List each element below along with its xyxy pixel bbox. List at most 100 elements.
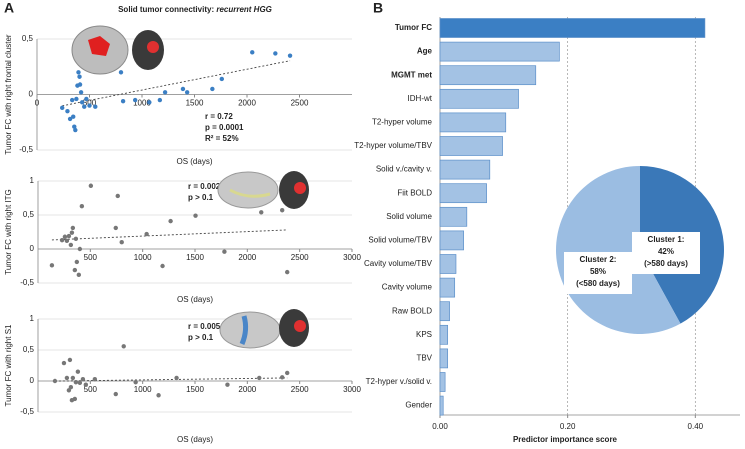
pie-sublabel: (>580 days) (644, 259, 688, 268)
point (49, 263, 55, 268)
x-tick-label: 1000 (134, 385, 152, 394)
annotation: p > 0.1 (188, 333, 214, 342)
point (279, 208, 285, 213)
point (184, 90, 190, 95)
x-tick-label: 3000 (343, 253, 361, 262)
point (84, 96, 89, 102)
category-label: IDH-wt (408, 94, 433, 103)
x-axis-label: OS (days) (177, 435, 213, 444)
point (80, 376, 86, 382)
y-axis-label: Tumor FC with right ITG (4, 189, 13, 275)
bar (439, 18, 706, 38)
y-axis-label: Tumor FC with right frontal cluster (4, 34, 13, 155)
point (74, 96, 79, 102)
point (73, 380, 79, 385)
x-tick-label: 2500 (291, 99, 309, 108)
point (157, 97, 163, 103)
x-tick-label: 0 (35, 99, 40, 108)
point (113, 225, 118, 231)
point (77, 246, 83, 252)
point (65, 108, 70, 114)
point (285, 370, 290, 376)
label-box (564, 252, 632, 294)
category-label: Solid volume/TBV (368, 236, 432, 245)
y-tick-label: 0,5 (23, 210, 35, 219)
x-tick-label: 500 (84, 385, 98, 394)
point (59, 237, 65, 243)
category-label: Tumor FC (395, 23, 432, 32)
point (222, 249, 227, 254)
y-tick-label: -0,5 (20, 407, 34, 416)
point (77, 380, 83, 386)
chart-title: Solid tumor connectivity: recurrent HGG (118, 5, 272, 14)
point (121, 344, 126, 349)
x-tick-label: 500 (84, 253, 98, 262)
category-label: Cavity volume (382, 283, 433, 292)
point (83, 382, 89, 387)
annotation: R² = 52% (205, 134, 239, 143)
point (78, 90, 84, 95)
point (156, 393, 161, 398)
point (285, 269, 290, 275)
point (273, 51, 278, 56)
point (69, 97, 75, 103)
x-tick-label: 2500 (291, 385, 309, 394)
point (118, 70, 124, 75)
category-label: TBV (416, 354, 432, 363)
bar (439, 206, 468, 227)
point (76, 70, 81, 75)
point (69, 230, 75, 235)
point (66, 233, 72, 239)
point (147, 100, 152, 105)
title-text: Solid tumor connectivity: (118, 5, 216, 14)
bar (439, 277, 456, 298)
annotation: r = 0.002 (188, 182, 221, 191)
point (72, 267, 78, 273)
point (70, 375, 76, 381)
point (52, 378, 58, 384)
x-tick-label: 1000 (133, 99, 151, 108)
y-tick-label: 1 (30, 176, 35, 185)
point (133, 380, 138, 385)
category-label: T2-hyper volume/TBV (354, 141, 432, 150)
point (120, 98, 126, 104)
y-tick-label: -0,5 (20, 278, 34, 287)
panel-label: A (4, 0, 14, 16)
point (67, 357, 73, 363)
panel-label: B (373, 0, 383, 16)
pie-label: Cluster 1: (648, 235, 685, 244)
bar (439, 65, 537, 86)
bar (439, 41, 560, 62)
trend-line (62, 60, 291, 107)
y-tick-label: 0,5 (22, 34, 34, 43)
category-label: T2-hyper volume (372, 118, 433, 127)
x-tick-label: 1500 (186, 253, 204, 262)
category-label: Fiit BOLD (397, 188, 432, 197)
point (60, 105, 65, 111)
brain-images (71, 25, 309, 349)
annotation: p = 0.0001 (205, 123, 244, 132)
bar (439, 112, 507, 133)
point (119, 240, 124, 245)
point (210, 86, 215, 92)
point (79, 100, 85, 105)
annotation: p > 0.1 (188, 193, 214, 202)
point (144, 231, 149, 237)
point (87, 103, 92, 108)
point (73, 236, 79, 241)
x-tick-label: 0.00 (432, 422, 448, 431)
y-tick-label: 1 (30, 314, 35, 323)
x-tick-label: 1500 (186, 385, 204, 394)
y-tick-label: 0 (29, 90, 34, 99)
pie-value: 42% (658, 247, 674, 256)
point (219, 76, 224, 82)
point (74, 259, 80, 265)
label-box (632, 232, 700, 274)
category-label: KPS (416, 330, 432, 339)
bar (439, 88, 519, 109)
point (71, 114, 76, 119)
point (174, 375, 179, 381)
bar (439, 348, 449, 369)
point (68, 385, 74, 390)
point (77, 82, 83, 87)
